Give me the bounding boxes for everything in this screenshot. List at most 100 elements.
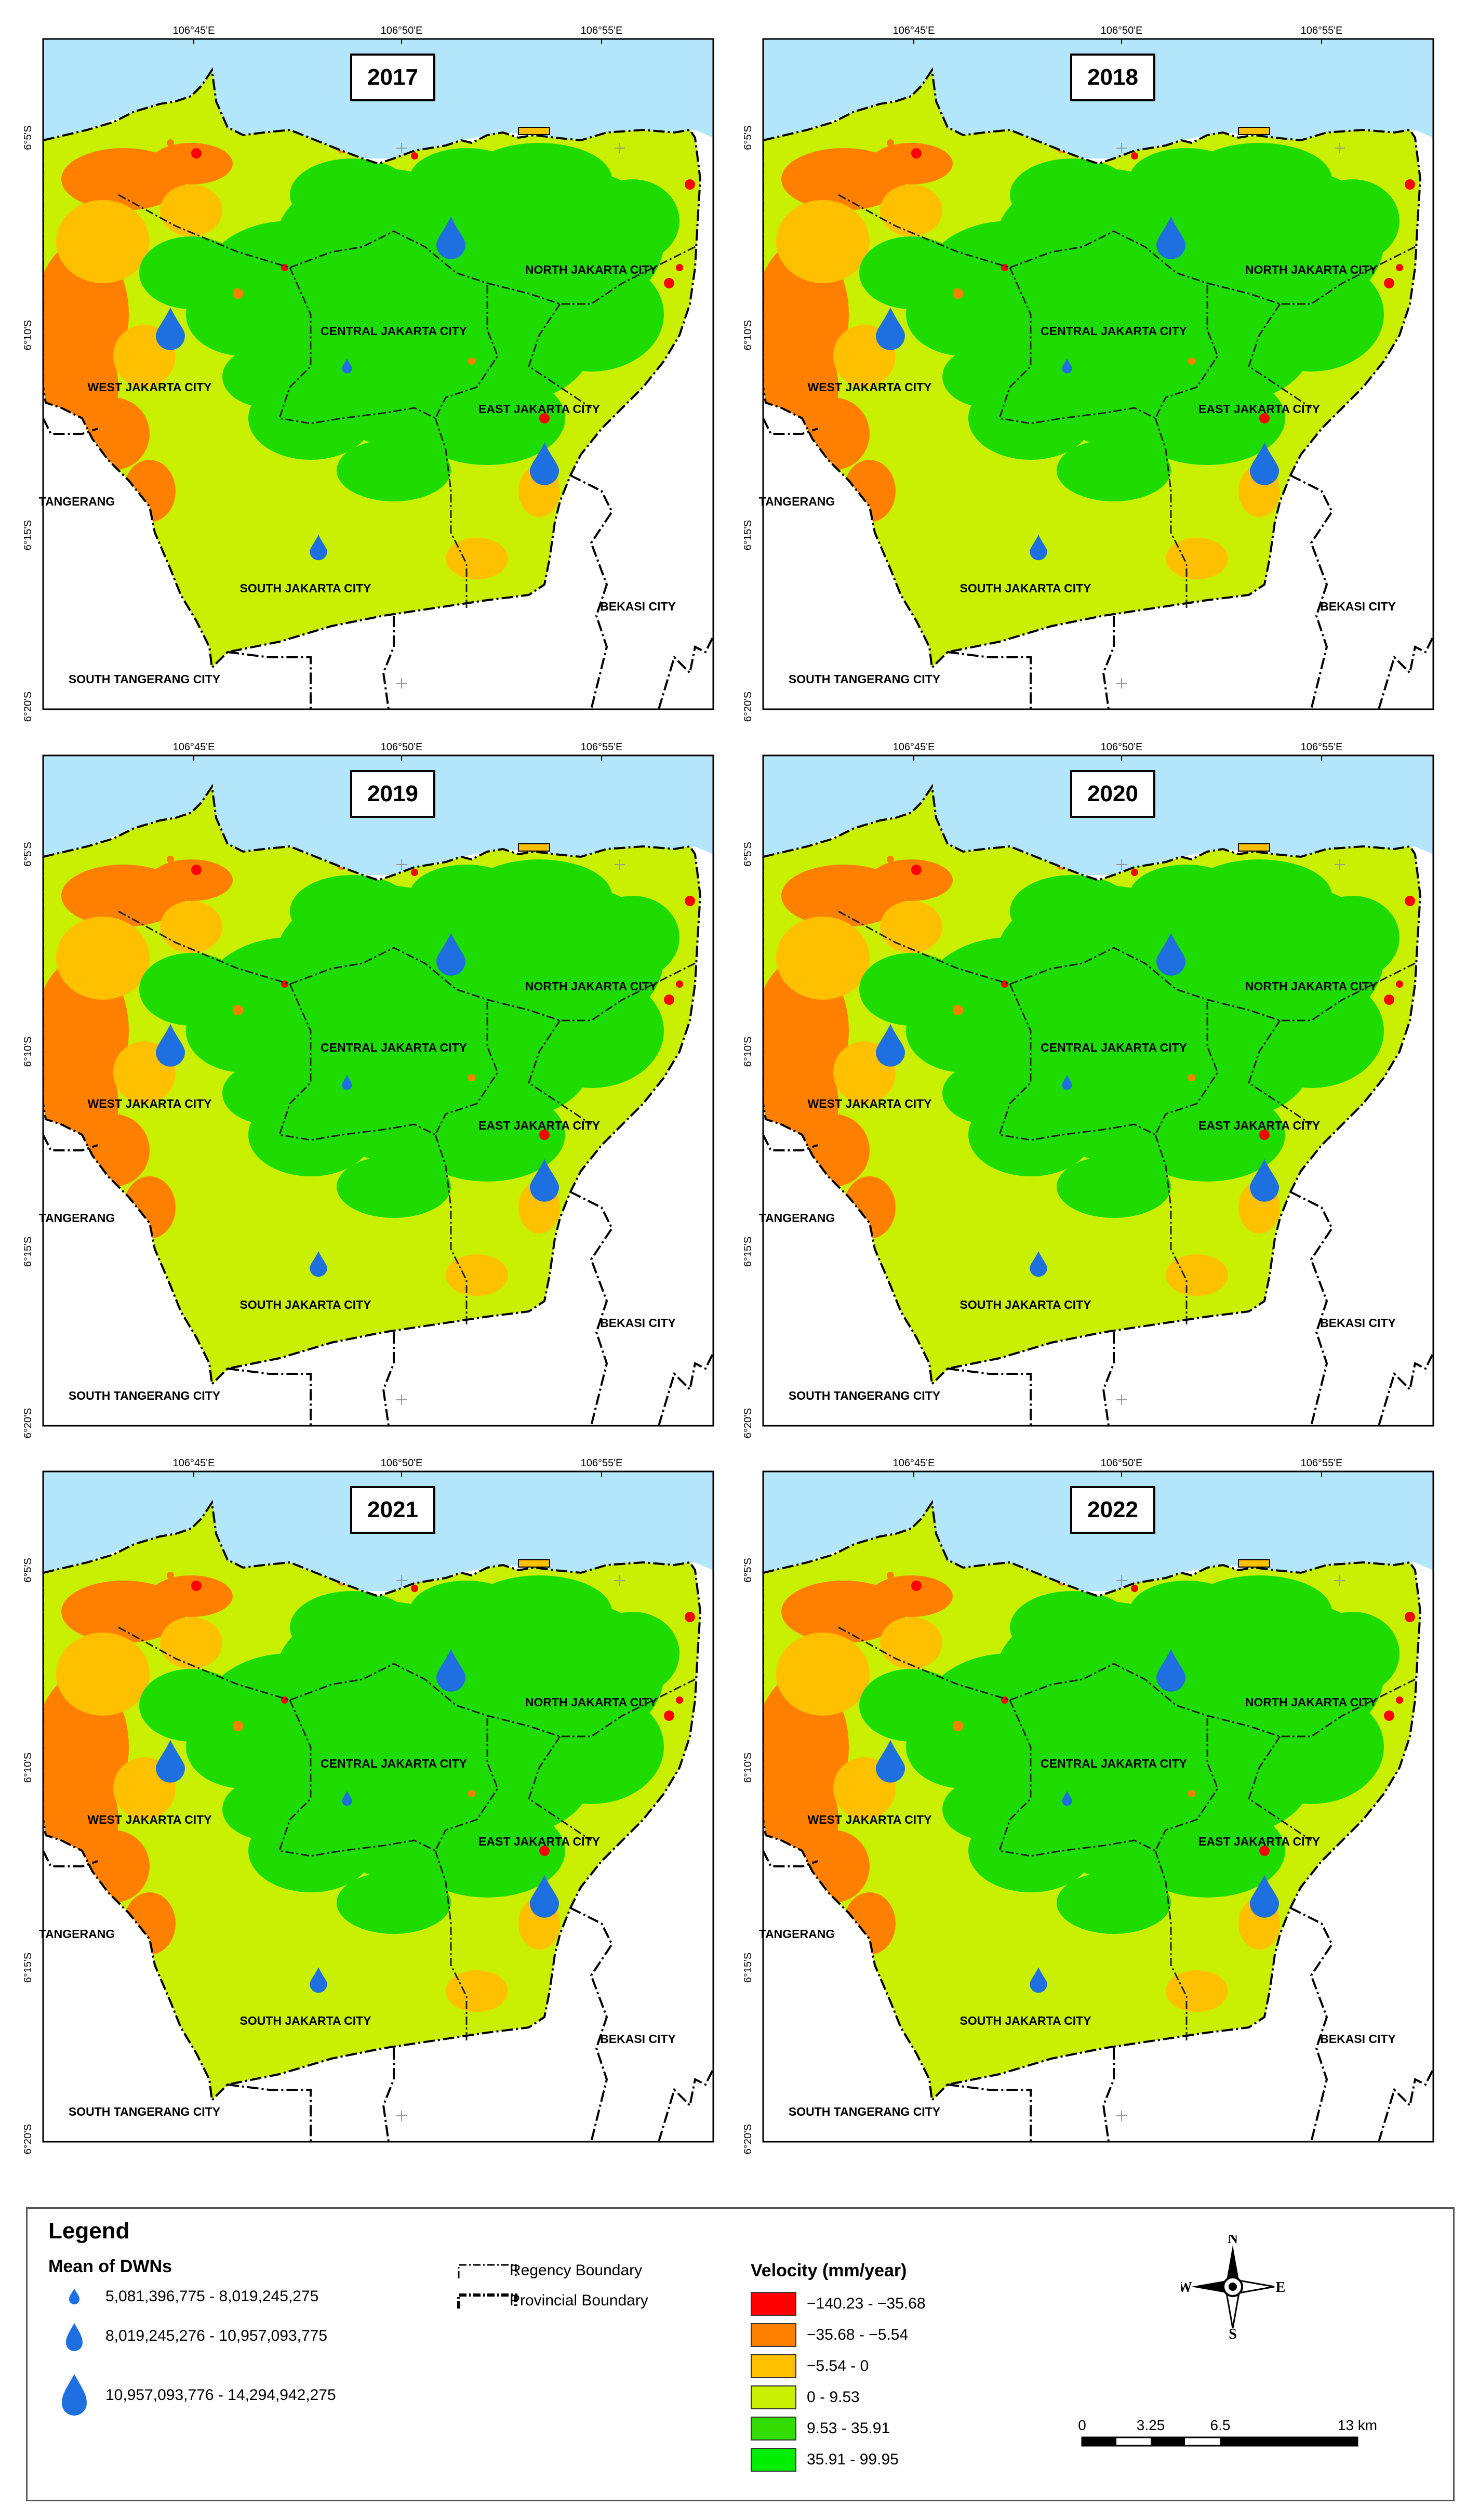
region-label: EAST JAKARTA CITY: [1198, 402, 1320, 416]
dwn-drop-icon: [1156, 933, 1185, 976]
region-label: SOUTH TANGERANG CITY: [789, 2105, 940, 2118]
boundary-symbols: [457, 2264, 517, 2309]
region-label: TANGERANG: [39, 1211, 115, 1225]
region-label: SOUTH JAKARTA CITY: [960, 1298, 1091, 1311]
lat-tick-label: 6°15'S: [22, 1237, 34, 1267]
dwn-drop-icon: [310, 535, 327, 561]
dwn-drop-icon: [436, 933, 465, 976]
velocity-legend-title: Velocity (mm/year): [751, 2261, 907, 2280]
lat-tick-label: 6°20'S: [22, 1408, 34, 1439]
region-label: SOUTH JAKARTA CITY: [960, 581, 1091, 595]
dwn-drop-icon: [342, 1790, 352, 1806]
scale-label-0: 0: [1078, 2417, 1086, 2433]
year-label: 2022: [1087, 1497, 1138, 1522]
lat-tick-label: 6°15'S: [742, 1237, 754, 1267]
dwn-drop-icon: [1250, 1875, 1279, 1918]
drop-medium-icon: [66, 2323, 83, 2351]
year-label: 2017: [367, 64, 418, 90]
dwn-drop-icon: [530, 1875, 559, 1918]
dwn-drop-icon: [1156, 1649, 1185, 1692]
dwn-drop-icon: [342, 358, 352, 374]
map-panel-2019: 106°45'E 106°50'E 106°55'E 6°5'S 6°10'S 6°15'…: [20, 740, 724, 1439]
velocity-class-label: −35.68 - −5.54: [807, 2326, 909, 2343]
lat-tick-label: 6°5'S: [22, 125, 34, 150]
region-label: CENTRAL JAKARTA CITY: [1041, 324, 1187, 338]
region-label: WEST JAKARTA CITY: [88, 1097, 212, 1110]
lat-tick-label: 6°20'S: [22, 692, 34, 722]
velocity-class-label: 35.91 - 99.95: [807, 2451, 899, 2468]
year-label: 2020: [1087, 781, 1138, 806]
region-label: CENTRAL JAKARTA CITY: [321, 324, 467, 338]
lat-tick-label: 6°20'S: [22, 2124, 34, 2155]
dwn-drop-icon: [1030, 1967, 1047, 1993]
year-label: 2018: [1087, 64, 1138, 90]
region-label: BEKASI CITY: [600, 600, 676, 613]
lat-tick-label: 6°15'S: [22, 520, 34, 551]
scale-label-2: 6.5: [1210, 2417, 1231, 2433]
lon-tick-label: 106°55'E: [1301, 25, 1343, 36]
region-label: BEKASI CITY: [1320, 2032, 1396, 2046]
lat-tick-label: 6°15'S: [742, 520, 754, 551]
year-box: [350, 770, 435, 818]
dwn-drop-icon: [530, 1159, 559, 1202]
dwn-drop-icon: [876, 1740, 905, 1783]
region-label: SOUTH JAKARTA CITY: [240, 1298, 371, 1311]
lon-tick-label: 106°45'E: [893, 1457, 935, 1469]
map-panel-2017: 106°45'E 106°50'E 106°55'E 6°5'S 6°10'S 6°15'…: [20, 23, 724, 722]
map-2020: 106°45'E 106°50'E 106°55'E 6°5'S 6°10'S 6°15'…: [742, 741, 1434, 1439]
regency-boundary-label: Regency Boundary: [510, 2262, 643, 2279]
north-arrow-icon: N S E W: [1181, 2235, 1285, 2339]
map-frame: [762, 1470, 1434, 2143]
region-label: TANGERANG: [759, 1211, 835, 1225]
region-label: WEST JAKARTA CITY: [88, 380, 212, 394]
map-panel-2020: 106°45'E 106°50'E 106°55'E 6°5'S 6°10'S 6°15'…: [740, 740, 1444, 1439]
lat-tick-label: 6°20'S: [742, 2124, 754, 2155]
dwn-drop-icon: [156, 307, 185, 350]
map-frame: [762, 38, 1434, 710]
year-label: 2019: [367, 781, 418, 806]
lat-tick-label: 6°20'S: [742, 1408, 754, 1439]
dwn-drop-icon: [1062, 1075, 1072, 1090]
map-2018: 106°45'E 106°50'E 106°55'E 6°5'S 6°10'S 6°15'…: [742, 25, 1434, 722]
dwn-class-2: 8,019,245,276 - 10,957,093,775: [105, 2327, 328, 2344]
lat-tick-label: 6°5'S: [742, 842, 754, 866]
dwn-drop-icon: [310, 1251, 327, 1277]
velocity-swatch: [751, 2354, 796, 2378]
region-label: EAST JAKARTA CITY: [478, 402, 600, 416]
lon-tick-label: 106°50'E: [381, 1457, 423, 1469]
lat-tick-label: 6°10'S: [22, 320, 34, 351]
region-label: SOUTH JAKARTA CITY: [960, 2014, 1091, 2027]
region-label: SOUTH JAKARTA CITY: [240, 2014, 371, 2027]
year-box: [1070, 770, 1155, 818]
year-label: 2021: [367, 1497, 418, 1522]
map-2022: 106°45'E 106°50'E 106°55'E 6°5'S 6°10'S 6°15'…: [742, 1457, 1434, 2155]
lon-tick-label: 106°50'E: [1101, 25, 1143, 36]
lat-tick-label: 6°10'S: [742, 320, 754, 351]
region-label: SOUTH TANGERANG CITY: [69, 2105, 220, 2118]
region-label: CENTRAL JAKARTA CITY: [321, 1757, 467, 1770]
lon-tick-label: 106°45'E: [893, 741, 935, 753]
dwn-drop-icon: [436, 216, 465, 259]
map-2019: 106°45'E 106°50'E 106°55'E 6°5'S 6°10'S 6°15'…: [22, 741, 714, 1439]
velocity-class-label: 0 - 9.53: [807, 2389, 860, 2406]
east-label: E: [1276, 2279, 1285, 2296]
year-box: [1070, 1486, 1155, 1534]
region-label: EAST JAKARTA CITY: [1198, 1835, 1320, 1848]
dwn-legend-title: Mean of DWNs: [48, 2257, 172, 2276]
region-label: NORTH JAKARTA CITY: [525, 1695, 657, 1709]
year-box: [350, 54, 435, 101]
legend-title: Legend: [48, 2218, 130, 2244]
drop-large-icon: [62, 2374, 87, 2416]
region-label: EAST JAKARTA CITY: [1198, 1119, 1320, 1132]
lon-tick-label: 106°50'E: [1101, 1457, 1143, 1469]
region-label: NORTH JAKARTA CITY: [525, 979, 657, 993]
lat-tick-label: 6°10'S: [742, 1753, 754, 1783]
dwn-drop-icon: [342, 1075, 352, 1090]
region-label: TANGERANG: [39, 495, 115, 508]
dwn-class-3: 10,957,093,776 - 14,294,942,275: [105, 2386, 336, 2404]
velocity-class-label: 9.53 - 35.91: [807, 2420, 890, 2437]
lat-tick-label: 6°15'S: [742, 1953, 754, 1983]
region-label: NORTH JAKARTA CITY: [1245, 263, 1377, 276]
region-label: NORTH JAKARTA CITY: [1245, 1695, 1377, 1709]
region-label: SOUTH TANGERANG CITY: [69, 672, 220, 686]
